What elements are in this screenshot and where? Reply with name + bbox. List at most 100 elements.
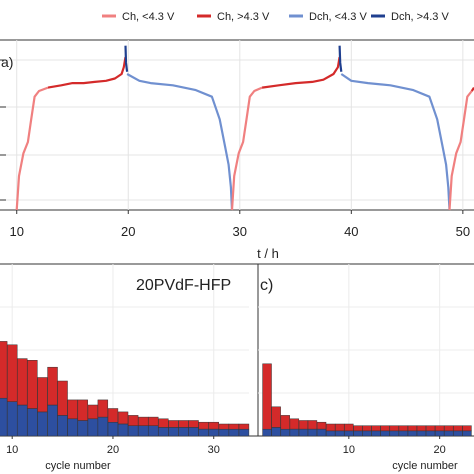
bar-dch-4-3-v-cycle-11: [353, 430, 363, 437]
bar-dch-4-3-v-cycle-20: [107, 421, 119, 437]
bar-ch-4-3-v-cycle-9: [0, 341, 8, 399]
bar-ch-4-3-v-cycle-22: [453, 425, 463, 432]
voltage-x-tick-label: 30: [233, 224, 247, 239]
bar-ch-4-3-v-cycle-6: [307, 420, 318, 430]
bar-plot-c-bars: [262, 363, 472, 437]
legend-label-ch-4-3-v: Ch, <4.3 V: [122, 11, 175, 23]
bar-dch-4-3-v-cycle-1: [262, 428, 272, 437]
series-line-ch-4-3-v: [15, 86, 49, 211]
bar-ch-4-3-v-cycle-5: [298, 420, 309, 430]
bar-dch-4-3-v-cycle-21: [444, 430, 454, 437]
legend: Ch, <4.3 V Ch, >4.3 V Dch, <4.3 V Dch, >4.3…: [102, 11, 449, 23]
series-line-dch-4-3-v: [338, 45, 343, 72]
bar-plot-b-x-ticks: 10 20 30: [6, 436, 220, 456]
bar-ch-4-3-v-cycle-23: [138, 416, 149, 426]
bar-dch-4-3-v-cycle-10: [344, 430, 354, 437]
bar-dch-4-3-v-cycle-33: [238, 428, 250, 437]
bar-ch-4-3-v-cycle-24: [148, 416, 159, 426]
x-axis-label-cycle-b: cycle number: [45, 460, 111, 472]
bar-ch-4-3-v-cycle-11: [17, 358, 28, 406]
bar-ch-4-3-v-cycle-30: [208, 421, 219, 430]
voltage-plot: 10 20 30 40 50 a) t / h: [0, 39, 474, 261]
bar-ch-4-3-v-cycle-12: [27, 360, 38, 409]
bar-ch-4-3-v-cycle-23: [462, 425, 472, 432]
bar-dch-4-3-v-cycle-21: [117, 423, 129, 437]
bar-ch-4-3-v-cycle-10: [7, 344, 18, 402]
bar-dch-4-3-v-cycle-12: [27, 408, 38, 437]
bar-dch-4-3-v-cycle-4: [289, 428, 300, 437]
bar-ch-4-3-v-cycle-9: [335, 423, 345, 432]
bar-dch-4-3-v-cycle-25: [158, 427, 169, 437]
bar-ch-4-3-v-cycle-21: [117, 411, 129, 425]
bar-dch-4-3-v-cycle-16: [67, 418, 78, 437]
bar-dch-4-3-v-cycle-14: [380, 430, 390, 437]
bar-dch-4-3-v-cycle-5: [298, 428, 309, 437]
bar-ch-4-3-v-cycle-22: [127, 415, 139, 426]
voltage-plot-frame: [0, 39, 474, 211]
bar-plot-b-bars: [0, 341, 250, 437]
series-line-dch-4-3-v: [124, 45, 129, 72]
series-line-dch-4-3-v: [340, 73, 451, 211]
bar-ch-4-3-v-cycle-10: [344, 423, 354, 432]
series-line-ch-4-3-v: [448, 90, 473, 211]
bar-ch-4-3-v-cycle-29: [198, 421, 209, 430]
x-axis-label-time: t / h: [257, 246, 279, 261]
bar-dch-4-3-v-cycle-28: [188, 427, 199, 437]
bar-dch-4-3-v-cycle-32: [228, 428, 240, 437]
bar-x-tick-label: 10: [343, 444, 355, 456]
bar-dch-4-3-v-cycle-13: [37, 411, 48, 437]
bar-dch-4-3-v-cycle-29: [198, 428, 209, 437]
voltage-x-tick-label: 50: [456, 224, 470, 239]
bar-dch-4-3-v-cycle-6: [307, 428, 318, 437]
bar-dch-4-3-v-cycle-8: [325, 430, 336, 437]
bar-plot-20pvdf-hfp: 10 20 30 20PVdF-HFP cycle number: [0, 263, 259, 472]
bar-dch-4-3-v-cycle-31: [218, 428, 230, 437]
bar-ch-4-3-v-cycle-26: [168, 420, 179, 428]
bar-ch-4-3-v-cycle-16: [398, 425, 409, 432]
bar-dch-4-3-v-cycle-19: [425, 430, 436, 437]
bar-dch-4-3-v-cycle-24: [148, 425, 159, 437]
bar-dch-4-3-v-cycle-11: [17, 404, 28, 437]
bar-dch-4-3-v-cycle-3: [280, 428, 290, 437]
voltage-x-tick-label: 10: [9, 224, 23, 239]
bar-ch-4-3-v-cycle-13: [371, 425, 381, 432]
bar-dch-4-3-v-cycle-18: [87, 418, 99, 437]
bar-ch-4-3-v-cycle-19: [425, 425, 436, 432]
bar-ch-4-3-v-cycle-16: [67, 399, 78, 420]
bar-ch-4-3-v-cycle-25: [158, 418, 169, 428]
legend-label-dch-4-3-v: Dch, >4.3 V: [391, 11, 449, 23]
bar-ch-4-3-v-cycle-13: [37, 377, 48, 413]
series-line-ch-4-3-v: [230, 86, 263, 211]
bar-dch-4-3-v-cycle-7: [316, 428, 327, 437]
bar-dch-4-3-v-cycle-17: [77, 420, 88, 437]
bar-dch-4-3-v-cycle-19: [97, 416, 109, 437]
bar-ch-4-3-v-cycle-1: [262, 363, 272, 430]
bar-dch-4-3-v-cycle-13: [371, 430, 381, 437]
bar-ch-4-3-v-cycle-14: [47, 366, 58, 406]
bar-ch-4-3-v-cycle-2: [271, 406, 281, 428]
bar-dch-4-3-v-cycle-18: [416, 430, 427, 437]
bar-ch-4-3-v-cycle-18: [416, 425, 427, 432]
bar-ch-4-3-v-cycle-14: [380, 425, 390, 432]
bar-x-tick-label: 20: [107, 444, 119, 456]
voltage-plot-lines: [15, 45, 474, 211]
bar-ch-4-3-v-cycle-21: [444, 425, 454, 432]
bar-plot-c: 10 20 c) cycle number: [257, 263, 474, 472]
bar-ch-4-3-v-cycle-7: [316, 421, 327, 430]
bar-dch-4-3-v-cycle-17: [407, 430, 418, 437]
bar-dch-4-3-v-cycle-30: [208, 428, 219, 437]
bar-dch-4-3-v-cycle-14: [47, 404, 58, 437]
legend-label-dch-4-3-v: Dch, <4.3 V: [309, 11, 367, 23]
voltage-plot-x-ticks: 10 20 30 40 50: [9, 210, 470, 239]
voltage-x-tick-label: 40: [344, 224, 358, 239]
bar-dch-4-3-v-cycle-22: [127, 425, 139, 437]
bar-ch-4-3-v-cycle-3: [280, 415, 290, 430]
bar-ch-4-3-v-cycle-11: [353, 425, 363, 432]
bar-dch-4-3-v-cycle-26: [168, 427, 179, 437]
x-axis-label-cycle-c: cycle number: [392, 460, 458, 472]
bar-ch-4-3-v-cycle-18: [87, 404, 99, 420]
panel-a-label: a): [1, 54, 13, 70]
bar-dch-4-3-v-cycle-9: [0, 397, 8, 437]
legend-label-ch-4-3-v: Ch, >4.3 V: [217, 11, 270, 23]
